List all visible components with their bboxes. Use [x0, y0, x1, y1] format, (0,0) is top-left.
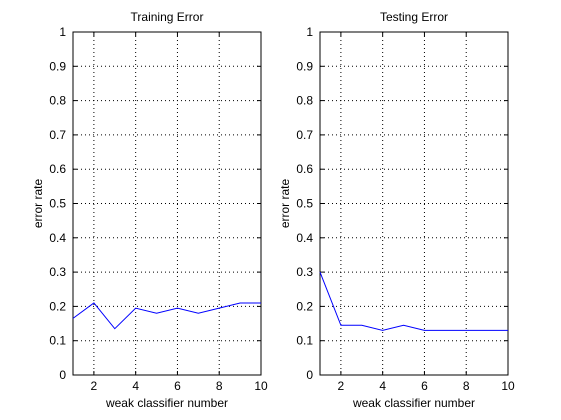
y-tick-label-testing: 1	[306, 25, 313, 39]
y-tick-label-testing: 0.9	[296, 59, 313, 73]
y-tick-label-training: 0.6	[49, 162, 66, 176]
x-tick-label-testing: 4	[379, 379, 386, 393]
data-point-training	[260, 302, 262, 304]
y-tick-label-training: 0.5	[49, 197, 66, 211]
data-point-testing	[319, 271, 321, 273]
chart-title-testing: Testing Error	[380, 10, 448, 24]
data-point-testing	[403, 324, 405, 326]
y-tick-label-training: 1	[59, 25, 66, 39]
data-point-testing	[382, 329, 384, 331]
series-line-training	[72, 302, 261, 330]
y-tick-label-training: 0	[59, 368, 66, 382]
series-testing	[319, 271, 509, 331]
data-point-training	[176, 307, 178, 309]
y-tick-label-training: 0.2	[49, 299, 66, 313]
data-point-training	[114, 328, 116, 330]
grid-training	[73, 32, 261, 375]
data-point-testing	[465, 329, 467, 331]
data-point-training	[197, 312, 199, 314]
data-point-training	[72, 317, 74, 319]
y-tick-label-training: 0.1	[49, 334, 66, 348]
chart-testing-error: 2 4 6 8 10 0 0.1 0.2 0.3 0.4 0.5 0.6 0.7 0.8 0.9 1 Test…	[278, 10, 515, 410]
y-axis-label-testing: error rate	[278, 179, 292, 229]
x-tick-label-training: 2	[91, 379, 98, 393]
y-tick-label-training: 0.4	[49, 231, 66, 245]
y-tick-label-testing: 0.2	[296, 299, 313, 313]
x-tick-label-testing: 6	[421, 379, 428, 393]
x-tick-label-testing: 8	[463, 379, 470, 393]
y-tick-label-testing: 0	[306, 368, 313, 382]
x-tick-label-testing: 10	[501, 379, 515, 393]
x-axis-label-testing: weak classifier number	[352, 396, 475, 410]
data-point-training	[156, 312, 158, 314]
y-tick-label-training: 0.8	[49, 94, 66, 108]
y-tick-label-training: 0.3	[49, 265, 66, 279]
chart-title-training: Training Error	[131, 10, 204, 24]
x-tick-label-training: 6	[174, 379, 181, 393]
ticks-testing: 2 4 6 8 10 0 0.1 0.2 0.3 0.4 0.5 0.6 0.7 0.8 0.9 1	[296, 25, 515, 393]
data-point-testing	[444, 329, 446, 331]
grid-testing	[320, 32, 508, 375]
x-tick-label-training: 4	[132, 379, 139, 393]
y-tick-label-training: 0.9	[49, 59, 66, 73]
y-tick-label-testing: 0.7	[296, 128, 313, 142]
y-tick-label-testing: 0.3	[296, 265, 313, 279]
x-tick-label-training: 8	[216, 379, 223, 393]
data-point-testing	[486, 329, 488, 331]
y-axis-label-training: error rate	[31, 179, 45, 229]
data-point-testing	[340, 324, 342, 326]
x-tick-label-training: 10	[254, 379, 268, 393]
data-point-training	[218, 307, 220, 309]
data-point-testing	[423, 329, 425, 331]
chart-training-error: 2 4 6 8 10 0 0.1 0.2 0.3 0.4 0.5 0.6 0.7 0.8 0.9 1 Trai…	[31, 10, 268, 410]
data-point-training	[239, 302, 241, 304]
data-point-testing	[507, 329, 509, 331]
x-axis-label-training: weak classifier number	[105, 396, 228, 410]
y-tick-label-testing: 0.1	[296, 334, 313, 348]
x-tick-label-testing: 2	[338, 379, 345, 393]
y-tick-label-testing: 0.6	[296, 162, 313, 176]
data-point-testing	[361, 324, 363, 326]
y-tick-label-testing: 0.8	[296, 94, 313, 108]
data-point-training	[93, 302, 95, 304]
y-tick-label-training: 0.7	[49, 128, 66, 142]
ticks-training: 2 4 6 8 10 0 0.1 0.2 0.3 0.4 0.5 0.6 0.7 0.8 0.9 1	[49, 25, 268, 393]
y-tick-label-testing: 0.4	[296, 231, 313, 245]
data-point-training	[135, 307, 137, 309]
y-tick-label-testing: 0.5	[296, 197, 313, 211]
series-training	[72, 302, 262, 330]
series-line-testing	[319, 271, 508, 331]
